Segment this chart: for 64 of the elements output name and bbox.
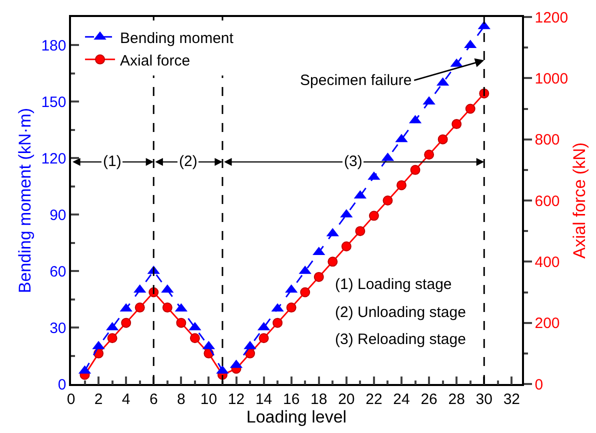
point [314,272,324,282]
point [368,210,379,221]
y2-axis-title: Axial force (kN) [570,142,590,259]
point [328,256,338,267]
y2-tick-label: 1000 [534,70,568,88]
x-tick-label: 4 [122,390,130,408]
point [162,302,172,313]
x-tick-label: 14 [255,390,272,408]
y-tick-label: 30 [50,320,66,337]
y-tick-label: 0 [58,376,66,394]
x-tick-label: 20 [338,390,355,408]
y-tick-label: 180 [41,37,66,54]
x-tick-label: 2 [94,390,103,408]
y-tick-label: 90 [50,206,66,224]
annotation: (1) Loading stage [335,276,452,293]
point [438,134,448,144]
legend-label: Bending moment [120,30,234,47]
x-tick-label: 8 [177,390,186,408]
x-tick-label: 6 [149,390,158,408]
annotation: Specimen failure [300,72,412,89]
point [121,318,132,328]
point [300,287,310,298]
annotation: (3) [344,153,362,170]
x-tick-label: 16 [282,390,300,408]
x-tick-label: 22 [366,390,382,408]
x-tick-label: 32 [503,390,520,408]
point [341,241,352,252]
y2-tick-label: 600 [534,192,560,210]
point [465,104,476,114]
point [176,318,186,328]
x-tick-label: 28 [448,390,465,408]
point [258,333,269,344]
y2-tick-label: 0 [534,376,544,394]
annotation: (2) [179,153,198,170]
y-tick-label: 120 [41,150,66,168]
x-tick-label: 18 [310,390,328,408]
point [134,302,145,313]
y-axis-title: Bending moment (kN·m) [15,108,34,294]
y-tick-label: 60 [50,263,66,280]
point [396,180,406,190]
annotation: (3) Reloading stage [335,331,466,348]
x-tick-label: 30 [476,390,492,408]
y2-tick-label: 400 [534,254,560,271]
point [382,196,393,206]
annotation: (1) [103,153,122,170]
point [452,119,462,130]
legend-label: Axial force [120,52,190,70]
point [272,318,283,328]
point [424,150,434,160]
point [355,226,366,236]
point [190,333,200,344]
x-tick-label: 10 [200,390,218,408]
point [286,302,296,313]
x-tick-label: 24 [393,390,410,408]
point [410,164,420,175]
x-tick-label: 12 [228,390,245,408]
y2-tick-label: 1200 [534,9,568,26]
y2-tick-label: 800 [534,132,560,149]
x-tick-label: 26 [420,390,438,408]
y2-tick-label: 200 [534,315,560,332]
point [107,333,118,344]
y-tick-label: 150 [41,94,66,111]
x-axis-title: Loading level [246,408,347,427]
annotation: (2) Unloading stage [335,304,466,321]
